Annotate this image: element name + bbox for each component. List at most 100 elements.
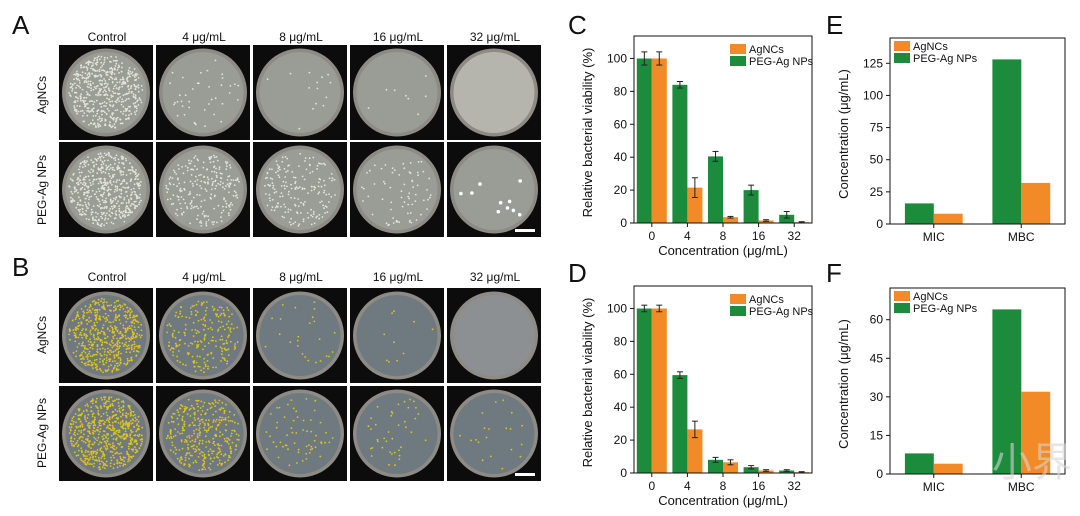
colony-dot <box>181 432 184 435</box>
colony-dot <box>133 76 136 78</box>
colony-dot <box>195 205 198 208</box>
colony-dot <box>140 323 143 326</box>
colony-dot <box>81 109 84 112</box>
colony-dot <box>197 418 199 420</box>
y-tick-label: 20 <box>614 183 628 197</box>
colony-dot <box>294 204 297 207</box>
colony-dot <box>370 417 372 420</box>
colony-dot <box>325 355 328 357</box>
colony-dot <box>111 168 114 171</box>
colony-dot <box>198 420 201 422</box>
colony-dot <box>83 81 86 84</box>
y-tick-label: 0 <box>876 217 883 231</box>
colony-dot <box>75 350 78 352</box>
colony-dot <box>177 411 180 414</box>
colony-dot <box>115 307 117 310</box>
bar-c-agncs-8 <box>723 217 738 223</box>
colony-dot <box>292 407 295 410</box>
colony-dot <box>79 95 82 97</box>
colony-dot <box>137 185 140 188</box>
colony-dot <box>100 194 102 196</box>
colony-dot <box>78 105 81 108</box>
colony-dot <box>105 460 108 463</box>
colony-dot <box>215 434 217 437</box>
colony-dot <box>91 308 94 310</box>
colony-dot <box>130 112 133 115</box>
colony-dot <box>118 341 121 344</box>
colony-dot <box>118 429 121 432</box>
colony-dot <box>237 434 240 437</box>
colony-dot <box>333 331 336 334</box>
colony-dot <box>126 345 128 348</box>
colony-dot <box>88 343 91 346</box>
colony-dot <box>80 214 83 216</box>
colony-dot <box>103 86 105 89</box>
colony-dot <box>114 64 117 67</box>
plate-agar <box>356 149 438 230</box>
colony-dot <box>393 451 396 454</box>
colony-dot <box>123 343 126 346</box>
colony-dot <box>290 427 293 429</box>
colony-dot <box>279 195 281 198</box>
colony-dot <box>77 202 79 204</box>
colony-dot <box>88 426 90 429</box>
colony-dot <box>124 82 127 85</box>
colony-dot <box>108 175 111 178</box>
colony-dot <box>413 400 415 403</box>
colony-dot <box>121 98 124 101</box>
colony-dot <box>229 456 231 459</box>
colony-dot <box>184 94 187 97</box>
colony-dot <box>192 196 195 199</box>
colony-dot <box>75 336 78 339</box>
bar-d-peg-ag-0 <box>636 308 652 473</box>
colony-dot <box>133 343 136 346</box>
colony-dot <box>309 448 312 451</box>
colony-dot <box>112 59 115 62</box>
colony-dot <box>105 197 107 200</box>
colony-dot <box>100 66 102 69</box>
colony-dot <box>84 176 87 178</box>
colony-dot <box>193 412 196 415</box>
colony-dot <box>96 59 99 61</box>
colony-dot <box>75 189 78 191</box>
colony-dot <box>129 327 132 330</box>
colony-dot <box>118 435 121 438</box>
panel-label-e: E <box>826 10 844 40</box>
colony-dot <box>130 178 133 181</box>
colony-dot <box>287 208 290 211</box>
colony-dot <box>105 200 108 203</box>
x-tick-label: 32 <box>788 229 802 243</box>
colony-dot <box>75 316 78 319</box>
bar-c-peg-ag-4 <box>672 84 688 223</box>
colony-dot <box>108 418 111 421</box>
colony-dot <box>219 326 222 329</box>
colony-dot <box>134 207 136 210</box>
colony-dot <box>199 439 201 442</box>
legend-label: PEG-Ag NPs <box>913 53 978 65</box>
colony-dot <box>112 350 115 353</box>
colony-dot <box>392 217 394 219</box>
colony-dot <box>78 168 80 171</box>
colony-dot <box>130 420 132 422</box>
bar-f-peg-ag-mic <box>904 453 934 474</box>
colony-dot <box>389 186 392 189</box>
colony-dot <box>80 187 82 190</box>
colony-dot <box>205 441 208 443</box>
column-label-8: 8 μg/mL <box>279 30 323 44</box>
colony-dot <box>367 425 370 428</box>
colony-dot <box>125 159 128 162</box>
colony-dot <box>212 309 215 311</box>
colony-dot <box>92 107 95 110</box>
colony-dot <box>112 345 115 347</box>
colony-dot <box>204 345 206 347</box>
colony-dot <box>221 353 223 356</box>
colony-dot <box>113 354 115 356</box>
colony-dot <box>269 435 271 438</box>
colony-dot <box>200 180 203 183</box>
colony-dot <box>108 396 111 399</box>
colony-dot <box>136 434 139 437</box>
colony-dot <box>90 61 92 64</box>
colony-dot <box>119 96 122 98</box>
colony-dot <box>171 441 173 444</box>
colony-dot <box>99 125 102 127</box>
